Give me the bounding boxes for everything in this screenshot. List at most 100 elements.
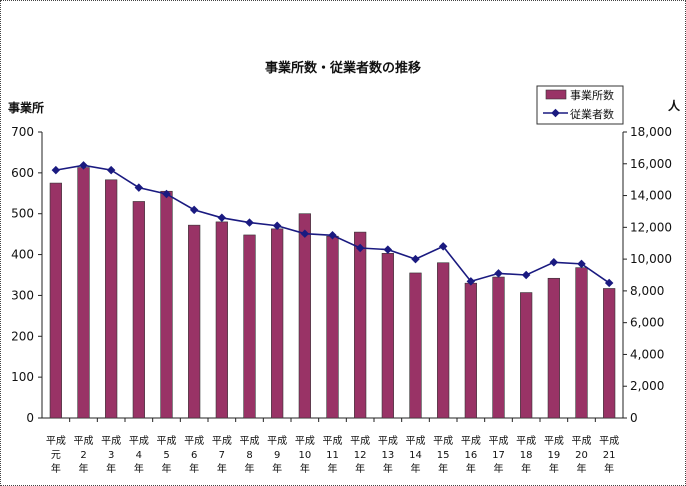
bar xyxy=(298,213,311,419)
category-label-line: 年 xyxy=(383,462,393,475)
category-label-line: 4 xyxy=(136,450,142,461)
right-tick-label: 12,000 xyxy=(630,220,672,234)
left-tick-label: 100 xyxy=(11,370,34,384)
category-label: 平成 6年 xyxy=(184,435,204,475)
line-point xyxy=(79,161,88,170)
category-label-line: 平成 xyxy=(406,435,426,447)
category-label-line: 8 xyxy=(246,450,252,461)
legend: 事業所数 従業者数 xyxy=(536,85,624,125)
left-tick-label: 300 xyxy=(11,288,34,302)
category-label-line: 年 xyxy=(549,462,559,475)
line-point xyxy=(411,254,420,264)
category-label-line: 15 xyxy=(437,450,450,461)
category-label-line: 2 xyxy=(80,450,86,461)
category-label: 平成 5年 xyxy=(157,435,177,475)
category-label: 平成 14年 xyxy=(406,435,426,475)
category-label-line: 20 xyxy=(575,450,588,461)
bar xyxy=(603,288,616,419)
bar xyxy=(49,182,62,419)
line-point xyxy=(51,165,61,175)
category-label-line: 平成 xyxy=(184,435,204,447)
bar xyxy=(105,179,118,419)
category-label: 平成 11年 xyxy=(323,435,343,475)
line-point xyxy=(438,242,448,251)
bar xyxy=(215,221,228,419)
bar xyxy=(464,282,477,419)
line-point xyxy=(217,213,227,223)
right-tick-label: 10,000 xyxy=(630,252,672,266)
category-label-line: 平成 xyxy=(461,435,481,447)
category-label-line: 平成 xyxy=(516,435,536,447)
category-label: 平成 21年 xyxy=(599,435,619,475)
right-tick-label: 2,000 xyxy=(630,379,664,393)
line-point xyxy=(272,221,282,230)
left-tick-label: 400 xyxy=(11,248,34,262)
line-point xyxy=(549,258,559,267)
category-label-line: 平成 xyxy=(572,435,592,447)
category-label-line: 21 xyxy=(603,450,616,461)
category-label-line: 平成 xyxy=(489,435,509,447)
chart-title: 事業所数・従業者数の推移 xyxy=(265,60,421,76)
category-label-line: 年 xyxy=(106,462,116,475)
left-tick-label: 200 xyxy=(11,329,34,343)
right-tick-label: 16,000 xyxy=(630,157,672,171)
category-label-line: 平成 xyxy=(267,435,287,447)
category-label: 平成 15年 xyxy=(433,435,453,475)
line-point xyxy=(577,259,586,269)
category-label-line: 年 xyxy=(189,462,199,475)
category-label-line: 平成 xyxy=(212,435,232,447)
line-point xyxy=(355,243,365,253)
left-tick-label: 600 xyxy=(11,166,34,180)
category-label-line: 平成 xyxy=(74,435,94,447)
category-label-line: 年 xyxy=(604,462,614,475)
line-point xyxy=(162,189,171,199)
category-label-line: 平成 xyxy=(350,435,370,447)
tick-labels: 0 100 200 300 400 500 600 700 0 2,000 4,000 6,000 8,… xyxy=(11,125,672,475)
bar xyxy=(188,224,201,419)
category-label-line: 平成 xyxy=(46,435,66,447)
bar-series xyxy=(49,167,616,419)
category-label-line: 年 xyxy=(134,462,144,475)
right-tick-label: 6,000 xyxy=(630,316,664,330)
category-label-line: 平成 xyxy=(599,435,619,447)
category-label-line: 年 xyxy=(355,462,365,475)
bar xyxy=(492,276,505,419)
bar xyxy=(381,253,394,419)
category-label: 平成 9年 xyxy=(267,435,287,475)
category-label-line: 17 xyxy=(492,450,505,461)
bar xyxy=(160,190,173,419)
legend-label-bar: 事業所数 xyxy=(570,89,614,102)
category-label-line: 年 xyxy=(521,462,531,475)
category-label-line: 年 xyxy=(51,462,61,475)
line-point xyxy=(106,165,116,175)
category-label: 平成 19年 xyxy=(544,435,564,475)
category-label-line: 年 xyxy=(411,462,421,475)
category-label-line: 年 xyxy=(466,462,476,475)
line-point xyxy=(300,229,310,238)
category-label: 平成 16年 xyxy=(461,435,481,475)
right-axis-title: 人 xyxy=(668,98,681,113)
bar xyxy=(243,234,256,419)
right-tick-label: 4,000 xyxy=(630,347,664,361)
category-label-line: 9 xyxy=(274,450,280,461)
category-label: 平成 18年 xyxy=(516,435,536,475)
left-tick-label: 500 xyxy=(11,207,34,221)
left-tick-label: 0 xyxy=(26,411,34,425)
category-label-line: 年 xyxy=(577,462,587,475)
category-label-line: 平成 xyxy=(101,435,121,447)
right-tick-label: 18,000 xyxy=(630,125,672,139)
bar xyxy=(547,277,560,419)
category-label: 平成 10年 xyxy=(295,435,315,475)
line-point xyxy=(604,278,614,288)
line-series xyxy=(51,161,614,288)
category-label-line: 平成 xyxy=(157,435,177,447)
bar xyxy=(326,235,339,419)
category-label-line: 年 xyxy=(328,462,338,475)
bar xyxy=(354,231,367,419)
category-label-line: 平成 xyxy=(129,435,149,447)
line-point xyxy=(383,245,393,254)
category-label-line: 平成 xyxy=(323,435,343,447)
category-label: 平成 7年 xyxy=(212,435,232,475)
category-label-line: 12 xyxy=(354,450,367,461)
category-label-line: 11 xyxy=(326,450,339,461)
